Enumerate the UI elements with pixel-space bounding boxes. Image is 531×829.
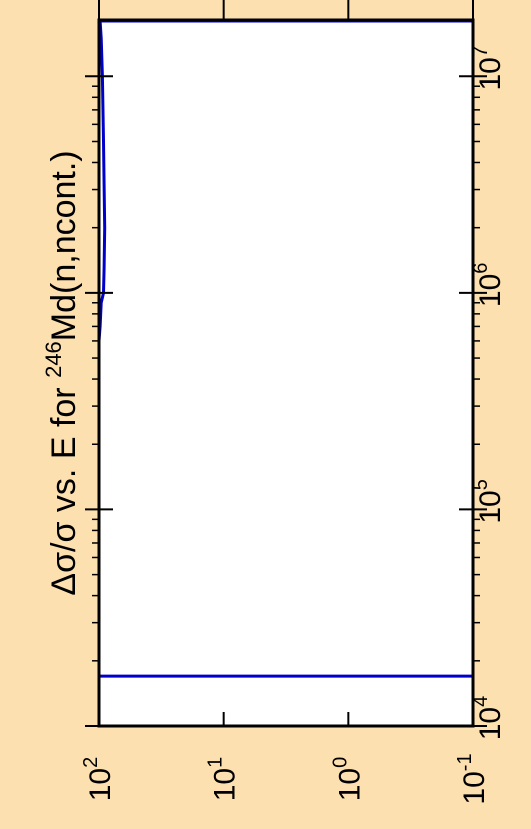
title-superscript: 246 [41,341,66,378]
x-tick-label-1: 101 [205,757,242,802]
y-tick-label-3: 107 [470,46,507,91]
y-tick-label-0: 104 [470,696,507,741]
chart-title: Δσ/σ vs. E for 246Md(n,ncont.) [41,150,83,595]
x-tick-label-2: 100 [329,757,366,802]
title-prefix: Δσ/σ vs. E for [45,378,83,596]
x-tick-label-0: 102 [80,757,117,802]
title-suffix: Md(n,ncont.) [45,150,83,341]
y-tick-label-2: 106 [470,263,507,308]
plot-area [99,20,473,726]
y-tick-label-1: 105 [470,479,507,523]
plot-frame [97,18,475,728]
x-tick-label-3: 10-1 [454,753,491,804]
